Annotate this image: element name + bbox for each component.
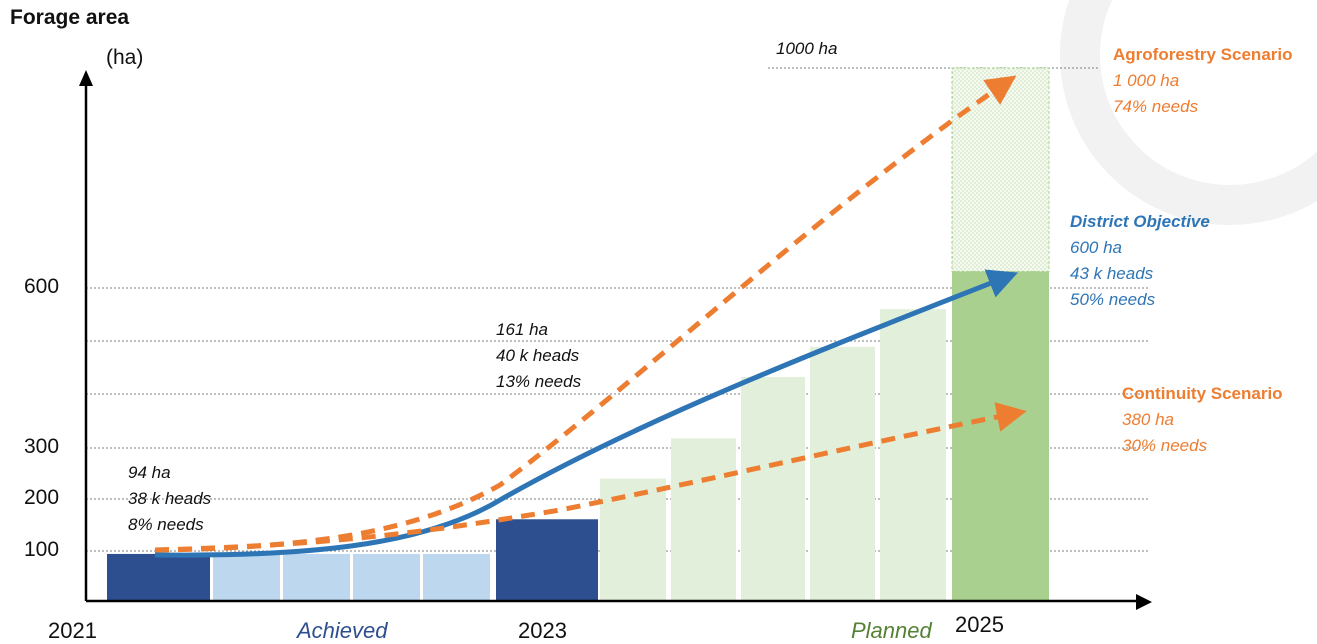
bar-11: [880, 309, 946, 600]
y-axis-arrowhead: [79, 70, 93, 86]
continuity-annotation: Continuity Scenario 380 ha 30% needs: [1122, 384, 1283, 455]
bar-4: [353, 553, 420, 600]
bar-6: [496, 519, 598, 600]
y-axis-unit: (ha): [106, 46, 144, 69]
bar-3: [283, 553, 350, 600]
chart-title: Forage area: [10, 6, 130, 29]
agroforestry-annotation: Agroforestry Scenario 1 000 ha 74% needs: [1113, 45, 1293, 116]
bar-7: [600, 478, 666, 600]
x-tick-label: Planned: [851, 618, 932, 643]
bar-12: [952, 271, 1049, 600]
x-tick-label: 2025: [955, 612, 1004, 637]
annotation-2021: 94 ha 38 k heads 8% needs: [128, 463, 212, 534]
watermark-circle: [1060, 0, 1317, 225]
bar-8: [671, 438, 736, 600]
y-tick-label: 300: [24, 435, 60, 458]
district-objective-curve: [154, 269, 1018, 558]
bar-10: [810, 346, 875, 600]
annotation-2023: 161 ha 40 k heads 13% needs: [496, 320, 582, 391]
y-tick-label: 100: [24, 538, 60, 561]
y-tick-label: 200: [24, 486, 60, 509]
x-axis-arrowhead: [1136, 594, 1152, 610]
bar-2: [213, 553, 280, 600]
y-tick-label: 600: [24, 275, 60, 298]
top-value-label: 1000 ha: [776, 39, 838, 58]
x-tick-label: 2023: [518, 618, 567, 643]
district-objective-annotation: District Objective 600 ha 43 k heads 50%…: [1070, 212, 1210, 309]
x-tick-label: Achieved: [297, 618, 388, 643]
x-tick-label: 2021: [48, 618, 97, 643]
bar-stacked-extension: [951, 67, 1050, 272]
bar-5: [423, 553, 490, 600]
bar-1: [107, 553, 210, 600]
bar-9: [741, 377, 805, 600]
